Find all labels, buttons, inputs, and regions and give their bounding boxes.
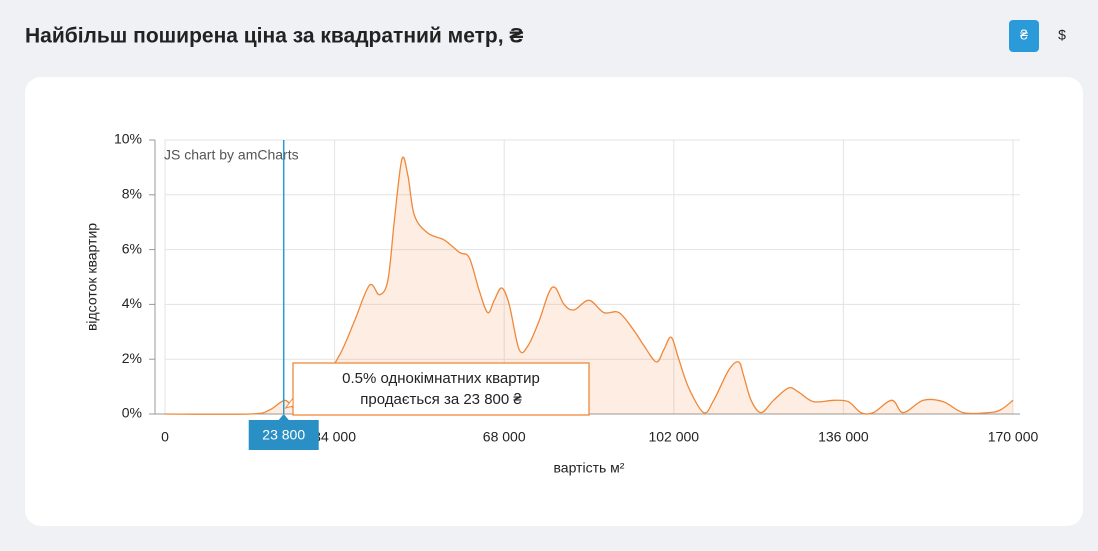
x-tick-label: 136 000 xyxy=(818,429,869,445)
y-tick-label: 4% xyxy=(122,295,142,311)
y-tick-label: 6% xyxy=(122,240,142,256)
tooltip-box xyxy=(292,362,590,416)
x-tick-label: 34 000 xyxy=(313,429,356,445)
x-tick-label: 68 000 xyxy=(483,429,526,445)
x-tick-label: 170 000 xyxy=(988,429,1039,445)
y-tick-label: 2% xyxy=(122,350,142,366)
x-tick-label: 102 000 xyxy=(648,429,699,445)
tooltip-pointer xyxy=(284,396,294,409)
watermark: JS chart by amCharts xyxy=(164,147,299,163)
currency-label[interactable]: $ xyxy=(1058,27,1066,43)
area-fill xyxy=(165,157,1013,415)
y-tick-label: 0% xyxy=(122,405,142,421)
y-tick-label: 10% xyxy=(114,131,142,147)
tooltip-text: продається за 23 800 ₴ xyxy=(360,391,522,408)
currency-label[interactable]: ₴ xyxy=(1020,27,1028,43)
x-tick-label: 0 xyxy=(161,429,169,445)
title: Найбільш поширена ціна за квадратний мет… xyxy=(25,25,523,48)
tooltip-text: 0.5% однокімнатних квартир xyxy=(342,370,540,387)
currency-button[interactable] xyxy=(1009,20,1039,52)
y-tick-label: 8% xyxy=(122,186,142,202)
cursor-label-box xyxy=(248,420,319,450)
x-axis-label: вартість м² xyxy=(554,460,625,476)
line xyxy=(164,156,1014,415)
cursor-pointer xyxy=(278,414,289,420)
cursor-label: 23 800 xyxy=(262,427,305,443)
y-axis-label: відсоток квартир xyxy=(84,223,100,331)
